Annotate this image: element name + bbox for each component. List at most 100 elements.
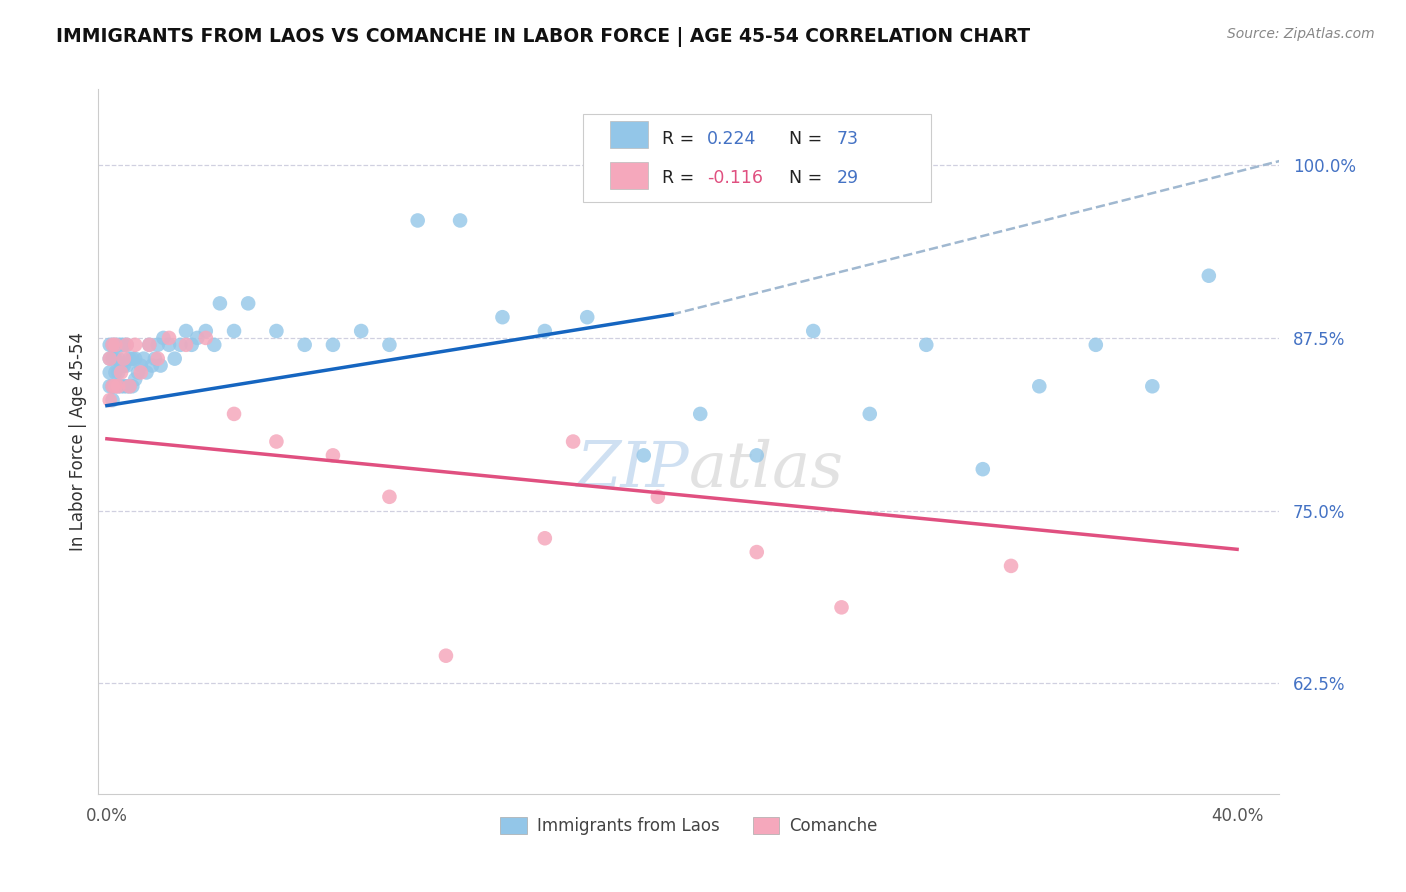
Point bbox=[406, 213, 429, 227]
Point bbox=[110, 379, 132, 393]
Point bbox=[141, 359, 163, 373]
Point bbox=[1028, 379, 1050, 393]
Text: 29: 29 bbox=[837, 169, 859, 187]
Point bbox=[107, 338, 129, 352]
Text: Source: ZipAtlas.com: Source: ZipAtlas.com bbox=[1227, 27, 1375, 41]
Point bbox=[378, 490, 401, 504]
Point bbox=[143, 351, 166, 366]
Point bbox=[107, 366, 129, 380]
Point bbox=[98, 351, 121, 366]
Point bbox=[129, 366, 152, 380]
Point bbox=[101, 379, 124, 393]
Point bbox=[1142, 379, 1164, 393]
Point bbox=[174, 324, 197, 338]
Legend: Immigrants from Laos, Comanche: Immigrants from Laos, Comanche bbox=[494, 811, 884, 842]
Point bbox=[101, 338, 124, 352]
Point bbox=[98, 366, 121, 380]
Point bbox=[121, 379, 143, 393]
Point bbox=[449, 213, 471, 227]
Point bbox=[222, 407, 245, 421]
Point bbox=[163, 351, 186, 366]
Point bbox=[110, 338, 132, 352]
Point bbox=[112, 359, 135, 373]
Point bbox=[146, 338, 169, 352]
Text: 0.224: 0.224 bbox=[707, 130, 756, 148]
Point bbox=[115, 379, 138, 393]
Point bbox=[98, 351, 121, 366]
FancyBboxPatch shape bbox=[582, 114, 931, 202]
Point bbox=[124, 338, 146, 352]
Text: -0.116: -0.116 bbox=[707, 169, 762, 187]
Point bbox=[801, 324, 824, 338]
Point bbox=[1000, 558, 1022, 573]
Point bbox=[915, 338, 938, 352]
Point bbox=[194, 331, 217, 345]
Point bbox=[149, 359, 172, 373]
Point bbox=[202, 338, 225, 352]
Point bbox=[152, 331, 174, 345]
Point bbox=[107, 351, 129, 366]
Point bbox=[98, 338, 121, 352]
Point bbox=[157, 331, 180, 345]
Point bbox=[378, 338, 401, 352]
Point bbox=[101, 351, 124, 366]
Point bbox=[101, 338, 124, 352]
Point bbox=[112, 379, 135, 393]
Point bbox=[118, 351, 141, 366]
Point bbox=[112, 338, 135, 352]
Point bbox=[104, 379, 127, 393]
Point bbox=[118, 379, 141, 393]
Point bbox=[110, 359, 132, 373]
Point bbox=[322, 448, 344, 462]
Point bbox=[104, 338, 127, 352]
Point bbox=[194, 324, 217, 338]
Text: N =: N = bbox=[789, 169, 828, 187]
Point bbox=[115, 338, 138, 352]
FancyBboxPatch shape bbox=[610, 162, 648, 189]
Point bbox=[180, 338, 202, 352]
FancyBboxPatch shape bbox=[610, 121, 648, 148]
Text: ZIP: ZIP bbox=[576, 439, 689, 500]
Point bbox=[157, 338, 180, 352]
Point bbox=[1084, 338, 1107, 352]
Point bbox=[115, 338, 138, 352]
Point bbox=[222, 324, 245, 338]
Point bbox=[138, 338, 160, 352]
Point bbox=[169, 338, 191, 352]
Point bbox=[745, 545, 768, 559]
Point bbox=[107, 379, 129, 393]
Point bbox=[129, 359, 152, 373]
Point bbox=[534, 324, 557, 338]
Point bbox=[322, 338, 344, 352]
Point bbox=[1198, 268, 1220, 283]
Point bbox=[107, 379, 129, 393]
Point bbox=[104, 338, 127, 352]
Point bbox=[534, 531, 557, 545]
Point bbox=[110, 366, 132, 380]
Point bbox=[104, 351, 127, 366]
Point bbox=[104, 379, 127, 393]
Point bbox=[859, 407, 882, 421]
Text: atlas: atlas bbox=[689, 439, 844, 500]
Point bbox=[132, 351, 155, 366]
Point bbox=[118, 379, 141, 393]
Point bbox=[127, 366, 149, 380]
Text: R =: R = bbox=[662, 130, 700, 148]
Point bbox=[104, 366, 127, 380]
Point bbox=[101, 393, 124, 408]
Point bbox=[745, 448, 768, 462]
Text: R =: R = bbox=[662, 169, 700, 187]
Point bbox=[115, 359, 138, 373]
Point bbox=[98, 393, 121, 408]
Point bbox=[138, 338, 160, 352]
Point bbox=[434, 648, 457, 663]
Point bbox=[689, 407, 711, 421]
Y-axis label: In Labor Force | Age 45-54: In Labor Force | Age 45-54 bbox=[69, 332, 87, 551]
Point bbox=[98, 379, 121, 393]
Point bbox=[124, 351, 146, 366]
Point bbox=[238, 296, 260, 310]
Point bbox=[186, 331, 208, 345]
Point bbox=[972, 462, 994, 476]
Point bbox=[101, 379, 124, 393]
Point bbox=[146, 351, 169, 366]
